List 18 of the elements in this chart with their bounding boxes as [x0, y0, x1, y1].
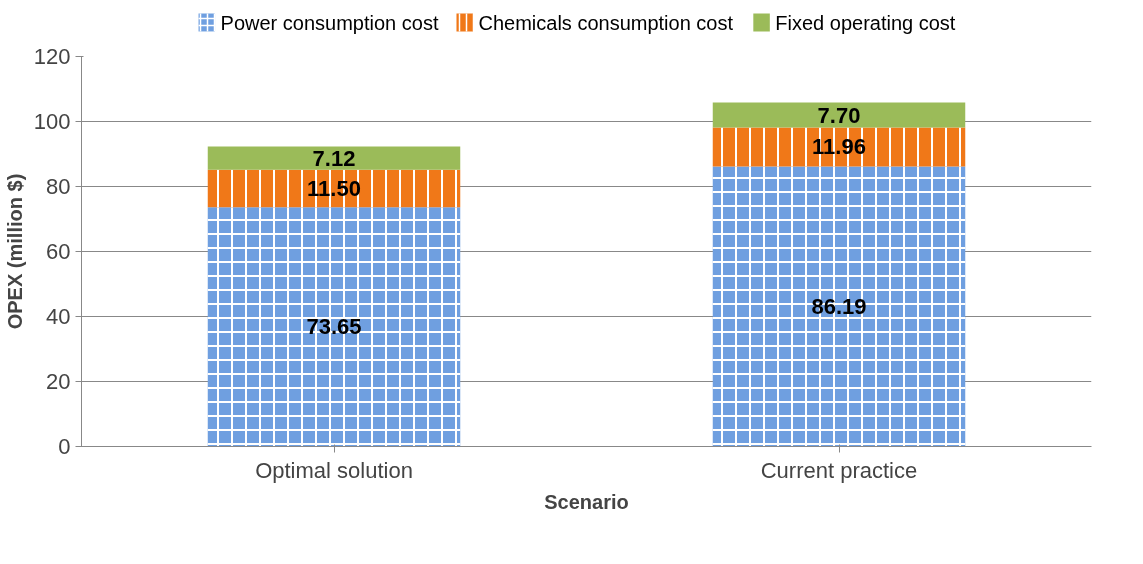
y-tick-label: 120: [33, 44, 71, 69]
legend-label: Power consumption cost: [220, 11, 439, 34]
legend-label: Chemicals consumption cost: [478, 11, 734, 34]
x-tick-label: Current practice: [760, 457, 918, 483]
data-label: 7.70: [817, 102, 861, 128]
x-axis-title: Scenario: [544, 490, 629, 513]
y-axis-title: OPEX (million $): [3, 173, 26, 330]
x-tick-label: Optimal solution: [255, 457, 413, 483]
data-label: 7.12: [312, 145, 356, 171]
y-tick-label: 100: [33, 109, 71, 134]
y-tick-label: 60: [46, 239, 71, 264]
y-tick-label: 40: [46, 304, 71, 329]
y-tick-label: 0: [58, 434, 71, 459]
y-tick-label: 20: [46, 369, 71, 394]
bar: [712, 102, 966, 128]
bar: [207, 146, 461, 170]
y-tick-label: 80: [46, 174, 71, 199]
legend-label: Fixed operating cost: [775, 11, 956, 34]
